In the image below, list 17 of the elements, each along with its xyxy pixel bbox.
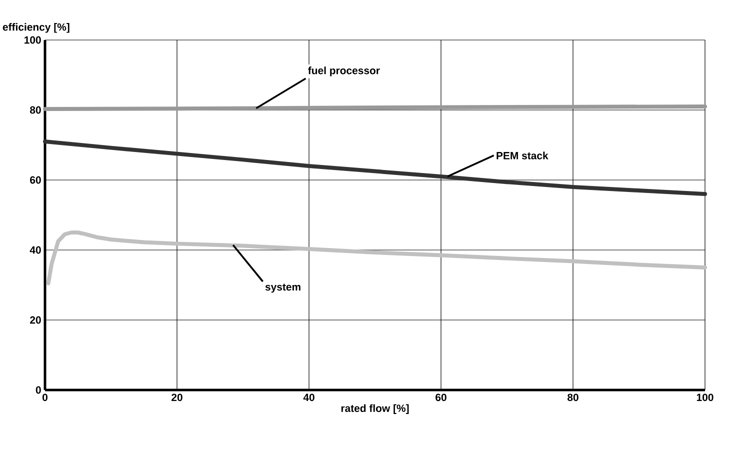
x-tick-label: 100 (696, 394, 714, 402)
annotation: system (265, 284, 300, 293)
y-tick-label: 40 (30, 246, 41, 254)
y-tick-label: 0 (36, 386, 41, 394)
x-tick-label: 40 (303, 394, 314, 402)
x-tick-label: 20 (172, 394, 182, 402)
annotation: PEM stack (496, 152, 548, 160)
y-tick-label: 20 (30, 316, 41, 324)
x-tick-label: 0 (42, 394, 48, 402)
y-tick-label: 100 (24, 36, 41, 44)
y-axis-title: efficiency [%] (2, 23, 70, 33)
x-tick-label: 60 (436, 394, 446, 402)
x-axis-title: rated flow [%] (341, 404, 409, 414)
x-tick-label: 80 (568, 394, 578, 402)
annotation: fuel processor (308, 66, 380, 76)
y-tick-label: 80 (30, 106, 41, 114)
y-tick-label: 60 (30, 176, 41, 184)
